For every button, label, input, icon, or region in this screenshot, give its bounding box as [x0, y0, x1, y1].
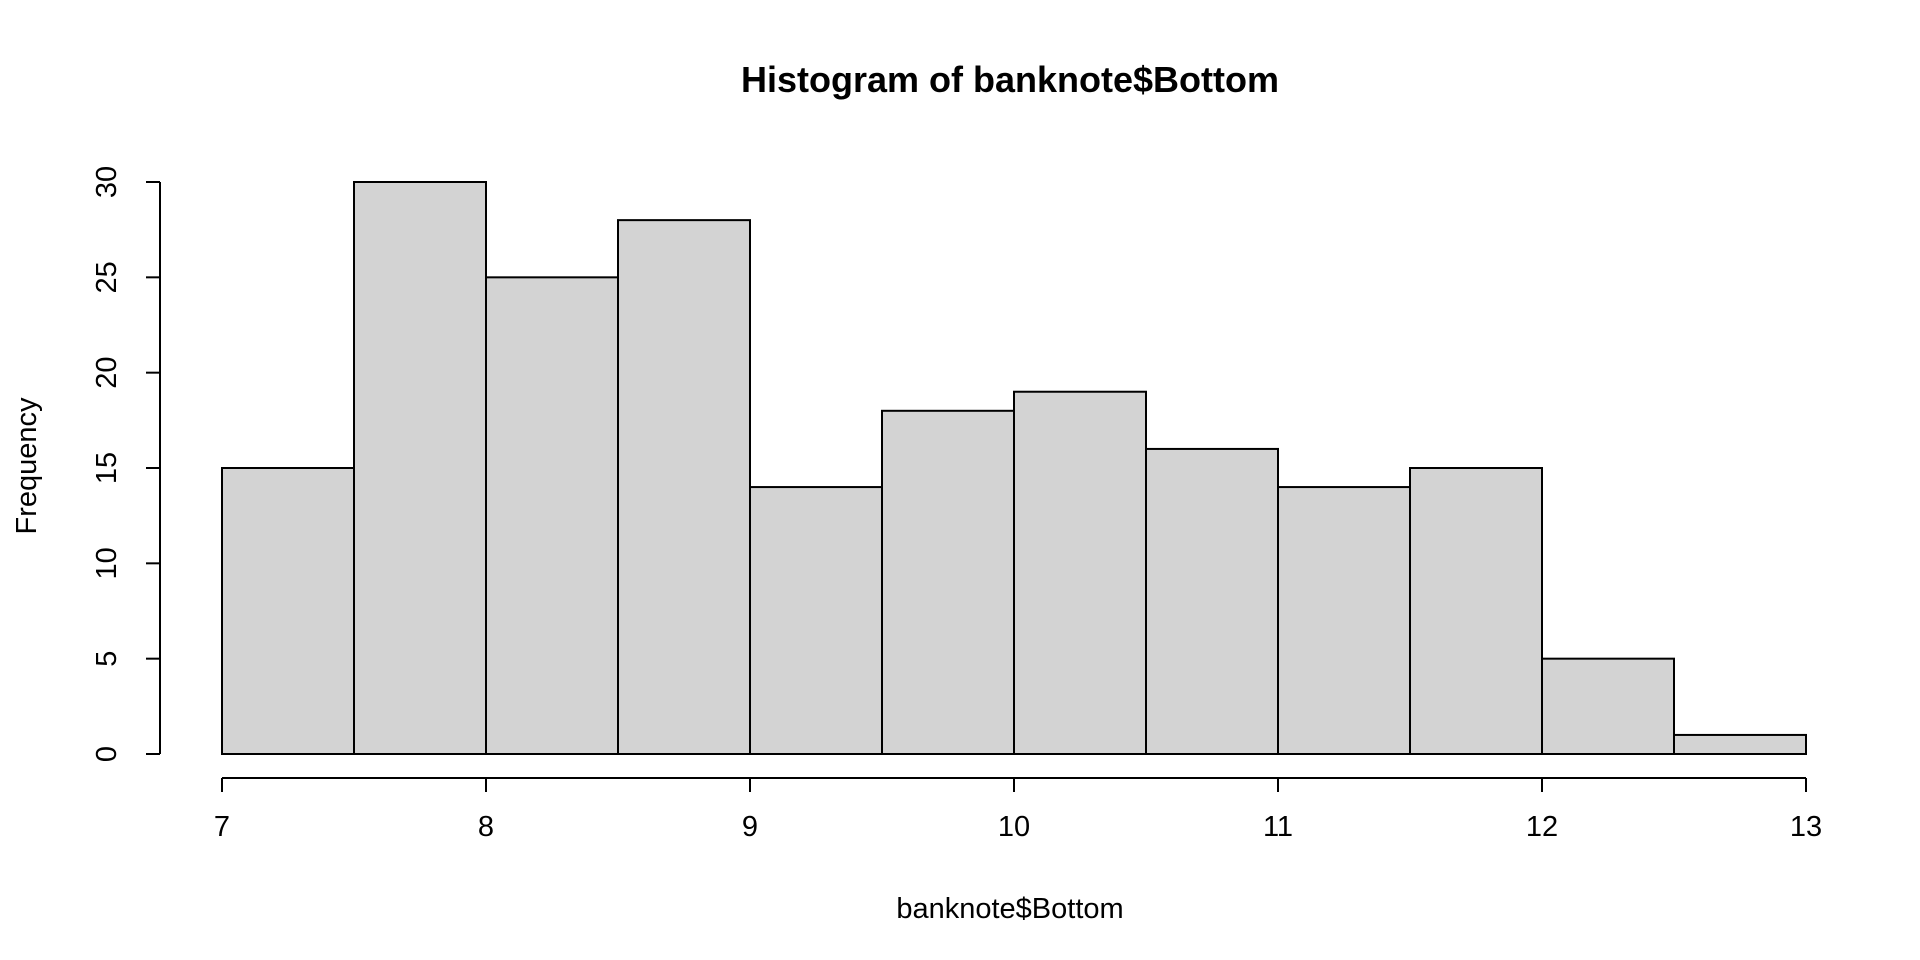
y-axis: 0 5 10 15 20 25 30 [91, 166, 161, 762]
y-tick-label-4: 20 [91, 357, 123, 389]
histogram-bar-5 [881, 409, 1015, 755]
histogram-bar-8 [1277, 486, 1411, 755]
y-tick-label-3: 15 [91, 452, 123, 484]
histogram-bar-10 [1541, 657, 1675, 756]
histogram-bar-3 [617, 219, 751, 755]
histogram-bar-2 [485, 276, 619, 755]
x-tick-label-6: 13 [1790, 811, 1822, 843]
y-tick-label-5: 25 [91, 261, 123, 293]
x-tick-label-4: 11 [1263, 811, 1293, 843]
x-tick-label-0: 7 [214, 811, 230, 843]
x-tick-label-1: 8 [478, 811, 494, 843]
y-tick-label-6: 30 [91, 166, 123, 198]
x-tick-label-2: 9 [742, 811, 758, 843]
chart-title: Histogram of banknote$Bottom [741, 59, 1279, 100]
histogram-bar-0 [221, 467, 355, 755]
y-axis-label: Frequency [11, 397, 43, 535]
histogram-bar-11 [1673, 733, 1807, 756]
bars-group [221, 181, 1807, 756]
histogram-bar-7 [1145, 447, 1279, 755]
histogram-bar-1 [353, 181, 487, 755]
histogram-bar-9 [1409, 467, 1543, 755]
x-axis: 7 8 9 10 11 12 13 [214, 777, 1822, 843]
y-tick-label-2: 10 [91, 547, 123, 579]
x-tick-label-5: 12 [1526, 811, 1558, 843]
y-tick-label-0: 0 [91, 746, 123, 762]
x-axis-label: banknote$Bottom [896, 893, 1123, 925]
histogram-bar-4 [749, 486, 883, 755]
y-tick-label-1: 5 [91, 651, 123, 667]
histogram-bar-6 [1013, 390, 1147, 755]
x-tick-label-3: 10 [998, 811, 1030, 843]
